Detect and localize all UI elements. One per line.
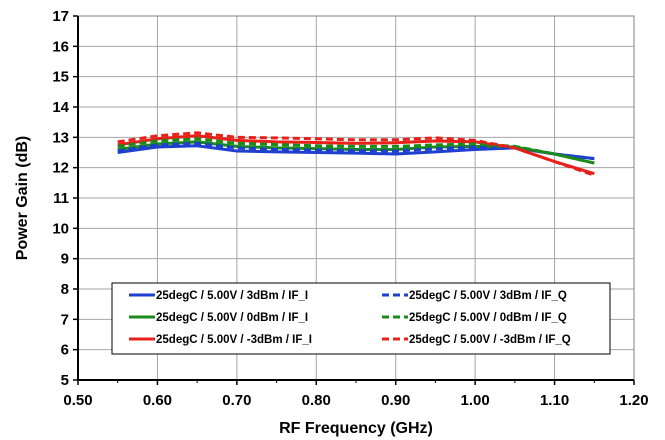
y-tick-label: 17: [52, 8, 69, 25]
legend-label-4: 25degC / 5.00V / 3dBm / IF_Q: [409, 290, 567, 302]
y-tick-label: 11: [53, 190, 69, 207]
legend: 25degC / 5.00V / 3dBm / IF_I 25degC / 5.0…: [111, 282, 611, 355]
tick-labels: 5 6 7 8 9 10 11 12 13 14 15 16 17 0.50 0.60 0.70 0.80 0.9…: [52, 8, 648, 409]
legend-label-6: 25degC / 5.00V / -3dBm / IF_Q: [409, 334, 571, 346]
y-tick-label: 12: [52, 160, 69, 177]
axes: [73, 15, 635, 385]
x-tick-label: 0.70: [222, 392, 251, 409]
x-tick-label: 1.20: [619, 392, 648, 409]
series-lines: [117, 131, 595, 177]
y-tick-label: 13: [52, 129, 69, 146]
x-tick-label: 0.90: [381, 392, 410, 409]
legend-label-3: 25degC / 5.00V / -3dBm / IF_I: [156, 334, 312, 346]
y-tick-label: 16: [52, 38, 69, 55]
y-tick-label: 8: [61, 281, 69, 298]
y-tick-label: 5: [61, 372, 69, 389]
y-tick-label: 7: [61, 311, 69, 328]
y-tick-label: 6: [61, 342, 69, 359]
legend-box: [111, 282, 611, 355]
series-line-6: [117, 131, 595, 177]
y-tick-label: 10: [52, 220, 69, 237]
legend-label-2: 25degC / 5.00V / 0dBm / IF_I: [156, 312, 308, 324]
x-axis-title: RF Frequency (GHz): [279, 420, 433, 437]
x-tick-label: 0.50: [63, 392, 92, 409]
legend-label-1: 25degC / 5.00V / 3dBm / IF_I: [156, 290, 308, 302]
y-tick-label: 9: [61, 251, 69, 268]
y-axis-title: Power Gain (dB): [14, 136, 31, 260]
x-tick-label: 1.10: [540, 392, 569, 409]
y-tick-label: 15: [52, 69, 69, 86]
x-tick-label: 0.60: [143, 392, 172, 409]
x-tick-label: 0.80: [302, 392, 331, 409]
y-tick-label: 14: [52, 99, 69, 116]
legend-label-5: 25degC / 5.00V / 0dBm / IF_Q: [409, 312, 567, 324]
x-tick-label: 1.00: [461, 392, 490, 409]
